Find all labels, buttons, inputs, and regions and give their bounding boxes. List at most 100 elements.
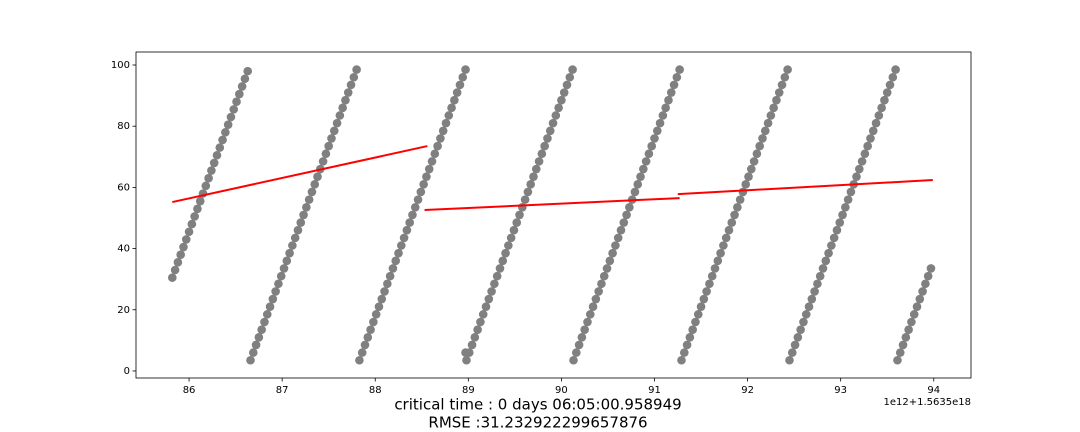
caption: critical time : 0 days 06:05:00.958949 xyxy=(394,396,681,414)
point xyxy=(523,187,533,197)
point xyxy=(611,241,620,250)
point xyxy=(832,225,842,235)
point xyxy=(921,279,930,289)
x-tick-label: 91 xyxy=(648,385,661,396)
point xyxy=(559,88,569,97)
point xyxy=(710,264,720,273)
point xyxy=(498,256,508,266)
point xyxy=(827,241,836,250)
point xyxy=(397,241,406,250)
y-tick-label: 40 xyxy=(117,244,130,255)
point xyxy=(363,333,373,342)
point xyxy=(531,164,541,174)
point xyxy=(672,72,682,82)
point xyxy=(713,256,723,266)
point xyxy=(374,302,384,312)
point xyxy=(901,333,911,342)
point xyxy=(458,72,468,82)
point xyxy=(652,126,662,136)
point xyxy=(184,227,194,237)
point xyxy=(212,150,222,160)
point xyxy=(179,242,188,252)
point xyxy=(891,65,900,74)
point xyxy=(774,88,784,97)
point xyxy=(918,287,927,296)
point xyxy=(310,180,320,189)
point xyxy=(625,202,634,212)
point xyxy=(484,294,494,304)
point xyxy=(540,141,549,151)
point xyxy=(430,149,440,159)
x-offset-label: 1e12+1.5635e18 xyxy=(884,397,972,408)
point xyxy=(366,325,375,334)
point xyxy=(895,348,905,357)
point xyxy=(898,340,908,350)
point xyxy=(338,103,347,113)
x-tick-label: 88 xyxy=(369,385,382,396)
point xyxy=(766,111,776,120)
x-tick-label: 89 xyxy=(462,385,475,396)
point xyxy=(383,279,392,289)
point xyxy=(783,65,792,74)
point xyxy=(327,134,336,143)
point xyxy=(243,66,253,76)
point xyxy=(721,233,731,243)
point xyxy=(641,157,651,166)
point xyxy=(343,88,353,97)
point xyxy=(688,325,697,334)
point xyxy=(520,195,530,204)
point xyxy=(650,134,659,143)
point xyxy=(282,256,292,266)
point xyxy=(433,141,442,151)
point xyxy=(630,187,640,197)
point xyxy=(427,157,437,166)
point xyxy=(871,118,881,128)
point xyxy=(495,264,505,273)
point xyxy=(548,118,558,128)
point xyxy=(679,348,689,357)
point xyxy=(461,65,470,74)
point xyxy=(506,233,516,243)
point xyxy=(602,264,612,273)
point xyxy=(490,279,499,289)
point xyxy=(529,172,538,181)
point xyxy=(813,279,822,289)
point xyxy=(355,355,364,365)
point xyxy=(647,141,657,151)
point xyxy=(807,294,817,304)
point xyxy=(580,325,589,334)
point xyxy=(854,164,864,174)
point xyxy=(307,187,317,197)
point xyxy=(204,173,213,183)
point xyxy=(352,65,361,74)
point xyxy=(846,187,856,197)
point xyxy=(288,241,297,250)
point xyxy=(877,103,886,113)
point xyxy=(181,235,191,244)
point xyxy=(218,135,227,145)
point xyxy=(441,118,451,128)
point xyxy=(583,317,592,327)
point xyxy=(799,317,808,327)
point xyxy=(562,80,572,90)
point xyxy=(597,279,606,289)
point xyxy=(240,74,250,84)
point xyxy=(793,333,803,342)
point xyxy=(518,202,527,212)
point xyxy=(666,88,676,97)
point xyxy=(874,111,884,120)
point xyxy=(413,195,423,204)
point xyxy=(824,248,833,258)
point xyxy=(170,265,180,275)
point xyxy=(677,355,686,365)
point xyxy=(572,348,581,357)
point xyxy=(661,103,670,113)
point xyxy=(377,294,387,304)
x-tick-label: 87 xyxy=(276,385,289,396)
point xyxy=(455,80,465,90)
point xyxy=(599,271,609,281)
point xyxy=(201,181,211,191)
point xyxy=(229,105,239,114)
point xyxy=(173,258,183,267)
point xyxy=(399,233,409,243)
